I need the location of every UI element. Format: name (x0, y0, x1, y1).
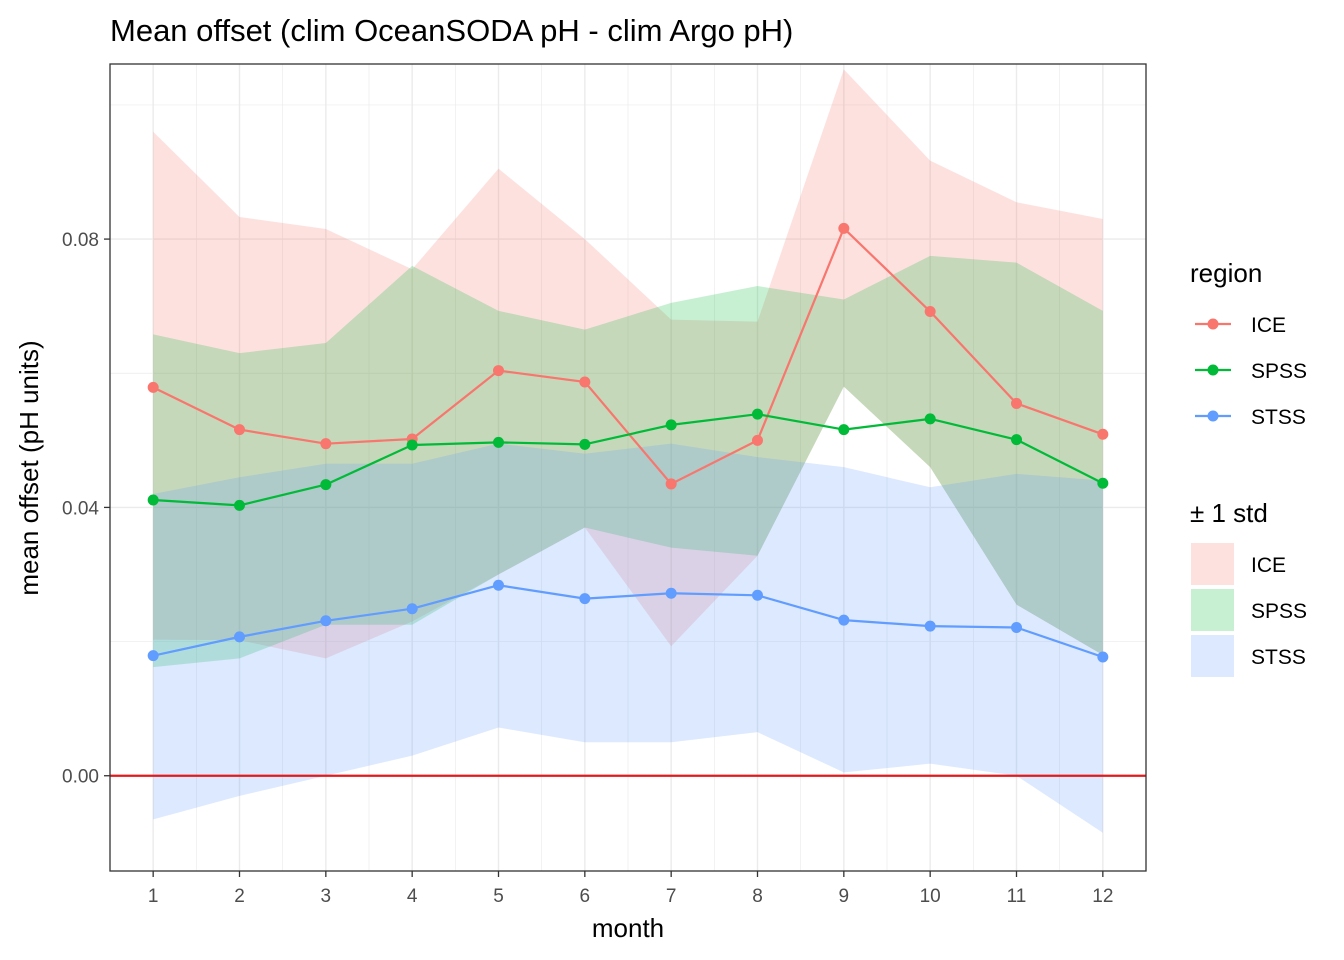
data-point-stss (1097, 651, 1109, 663)
data-point-stss (234, 631, 245, 643)
plot-panel-border (109, 63, 1147, 872)
data-point-spss (320, 479, 332, 491)
data-point-ice (147, 381, 159, 393)
data-point-spss (579, 438, 591, 450)
x-tick-label: 6 (580, 886, 591, 907)
data-point-ice (752, 434, 763, 446)
y-axis: 0.00 0.04 0.08 (62, 230, 110, 788)
series-line-spss (153, 413, 1104, 507)
x-axis-title: month (592, 913, 664, 943)
data-point-ice (579, 376, 591, 388)
data-point-stss (924, 620, 936, 632)
data-point-ice (1011, 397, 1022, 409)
data-point-spss (838, 424, 850, 436)
series-line-stss (152, 584, 1104, 659)
x-tick-label: 11 (1007, 886, 1027, 907)
legend-band-label-spss: SPSS (1251, 600, 1307, 623)
legend-key-point-spss (1207, 364, 1219, 376)
legend-band-label-stss: STSS (1251, 646, 1306, 669)
legend-key-point-stss (1207, 410, 1219, 422)
legend-label-ice: ICE (1251, 314, 1286, 337)
x-tick-label: 4 (407, 886, 418, 907)
series-line-ice (152, 227, 1104, 486)
x-tick-label: 8 (752, 886, 763, 907)
data-point-stss (579, 593, 591, 605)
std-band-stss (153, 443, 1103, 833)
data-point-stss (147, 650, 159, 662)
series-lines (152, 227, 1104, 659)
data-point-stss (665, 587, 677, 599)
legend-label-stss: STSS (1251, 406, 1306, 429)
x-tick-label: 3 (321, 886, 332, 907)
legend-line-keys: ICE SPSS STSS (1195, 314, 1307, 429)
legend-label-spss: SPSS (1251, 360, 1307, 383)
y-axis-title: mean offset (pH units) (14, 340, 44, 595)
x-tick-label: 12 (1092, 886, 1113, 907)
data-point-ice (924, 306, 936, 318)
data-point-ice (838, 222, 850, 234)
x-axis: 1 2 3 4 5 6 7 8 9 10 11 12 (148, 871, 1113, 907)
data-point-spss (924, 413, 936, 425)
data-point-spss (665, 419, 677, 431)
x-tick-label: 2 (234, 886, 245, 907)
legend-band-label-ice: ICE (1251, 554, 1286, 577)
data-point-spss (1011, 434, 1022, 446)
legend-key-band-ice (1191, 543, 1234, 585)
data-point-stss (406, 603, 418, 615)
y-tick-label: 0.08 (62, 230, 99, 251)
std-band-ice (153, 69, 1103, 659)
legend: region ICE SPSS STSS ± 1 std ICE SPSS STSS (1190, 258, 1307, 677)
std-band-spss (153, 255, 1103, 668)
data-point-ice (665, 478, 677, 490)
y-tick-label: 0.00 (62, 767, 99, 788)
data-point-spss (752, 408, 763, 420)
data-point-stss (320, 615, 332, 627)
x-tick-label: 9 (839, 886, 850, 907)
data-point-stss (752, 589, 763, 601)
legend-key-point-ice (1207, 318, 1219, 330)
y-tick-label: 0.04 (62, 498, 99, 519)
data-point-spss (147, 494, 159, 506)
legend-band-keys: ICE SPSS STSS (1191, 543, 1307, 677)
legend-key-band-stss (1191, 635, 1234, 677)
data-point-spss (406, 439, 418, 451)
data-point-spss (234, 499, 245, 511)
data-point-spss (1097, 477, 1109, 489)
x-tick-label: 1 (148, 886, 159, 907)
data-point-ice (493, 365, 504, 377)
legend-key-band-spss (1191, 589, 1234, 631)
std-bands (153, 69, 1103, 833)
data-point-ice (320, 438, 332, 450)
series-points (147, 222, 1109, 663)
data-point-stss (493, 579, 504, 591)
chart-title: Mean offset (clim OceanSODA pH - clim Ar… (110, 13, 793, 48)
x-tick-label: 10 (920, 886, 941, 907)
legend-title-region: region (1190, 258, 1262, 288)
data-point-ice (1097, 428, 1109, 440)
data-point-stss (1011, 621, 1022, 633)
data-point-stss (838, 614, 850, 626)
data-point-spss (493, 436, 504, 448)
data-point-ice (234, 424, 245, 436)
grid-major (110, 64, 1146, 871)
x-tick-label: 7 (666, 886, 677, 907)
grid-minor (110, 64, 1146, 871)
legend-title-std: ± 1 std (1190, 498, 1268, 528)
x-tick-label: 5 (493, 886, 504, 907)
